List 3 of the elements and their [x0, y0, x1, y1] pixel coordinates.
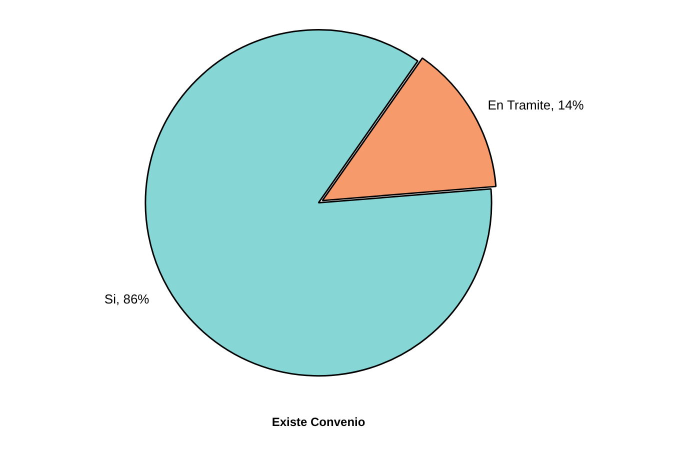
text: Existe Convenio — [272, 415, 366, 430]
slice-label: Si, 86% — [104, 291, 150, 306]
slice-label: En Tramite, 14% — [488, 97, 584, 112]
